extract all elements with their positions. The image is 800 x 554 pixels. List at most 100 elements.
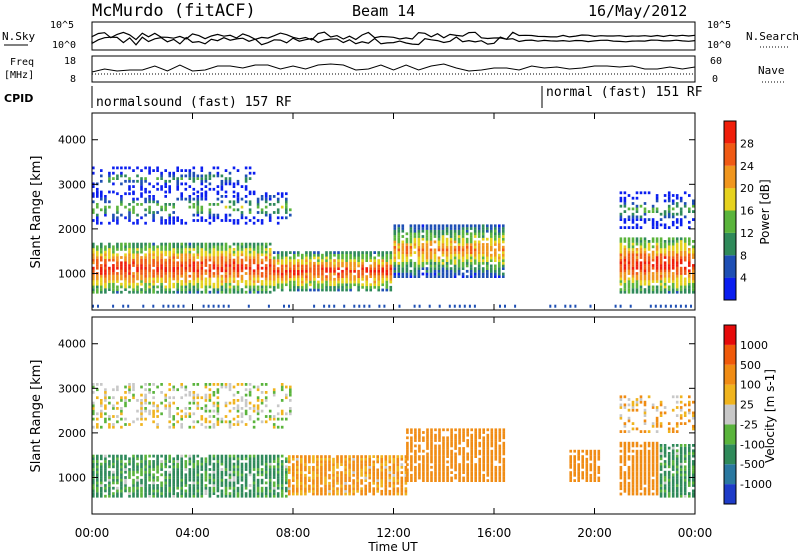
- power-cell: [635, 204, 639, 208]
- power-cell: [309, 277, 312, 281]
- velocity-cell: [320, 460, 323, 464]
- power-cell: [256, 256, 260, 259]
- power-cell: [220, 256, 224, 259]
- power-cell: [112, 182, 115, 186]
- power-cell: [176, 285, 179, 289]
- power-cell: [663, 226, 667, 229]
- velocity-cell: [292, 471, 295, 474]
- power-cell: [305, 261, 308, 265]
- power-cell: [671, 199, 675, 203]
- velocity-cell: [430, 455, 433, 458]
- velocity-cell: [380, 492, 383, 496]
- velocity-cell: [92, 409, 95, 413]
- velocity-cell: [384, 487, 388, 491]
- velocity-cell: [356, 471, 359, 474]
- power-cell: [244, 195, 248, 198]
- velocity-cell: [196, 470, 200, 474]
- power-cell: [192, 203, 196, 206]
- power-cell: [160, 264, 163, 267]
- power-cell: [112, 171, 115, 175]
- velocity-cell: [406, 463, 409, 466]
- velocity-cell: [248, 457, 252, 461]
- power-cell: [481, 248, 485, 252]
- power-cell: [429, 256, 433, 260]
- power-cell: [325, 269, 328, 273]
- power-cell: [280, 264, 284, 268]
- power-cell: [683, 250, 687, 254]
- power-cell: [623, 290, 627, 294]
- power-cell: [164, 203, 167, 206]
- velocity-cell: [152, 401, 155, 405]
- power-cell: [627, 288, 631, 291]
- velocity-cell: [204, 407, 208, 410]
- power-cell: [293, 285, 296, 289]
- power-cell: [631, 256, 635, 259]
- power-cell: [148, 253, 151, 257]
- velocity-cell: [384, 457, 388, 461]
- power-cell: [401, 248, 405, 252]
- power-cell: [240, 205, 244, 209]
- power-cell: [124, 277, 127, 281]
- power-cell: [100, 269, 103, 273]
- power-cell: [631, 280, 635, 283]
- velocity-cell: [124, 484, 127, 487]
- velocity-cell: [372, 481, 375, 485]
- power-cell: [457, 245, 461, 249]
- velocity-cell: [426, 463, 429, 466]
- velocity-cell: [396, 476, 400, 480]
- power-cell: [252, 245, 256, 249]
- velocity-cell: [176, 481, 179, 485]
- velocity-cell: [244, 484, 248, 487]
- power-cell: [104, 245, 107, 249]
- velocity-cell: [692, 465, 695, 469]
- velocity-cell: [328, 468, 331, 472]
- velocity-cell: [585, 463, 589, 466]
- power-cell: [675, 277, 679, 281]
- velocity-cell: [120, 417, 123, 421]
- velocity-cell: [240, 494, 244, 498]
- velocity-cell: [692, 470, 695, 474]
- velocity-cell: [232, 457, 236, 461]
- velocity-cell: [192, 393, 196, 397]
- power-cell: [92, 274, 95, 278]
- velocity-cell: [172, 457, 175, 461]
- power-cell: [248, 272, 252, 275]
- power-cell: [425, 237, 429, 241]
- power-cell: [164, 242, 167, 246]
- velocity-cell: [683, 478, 687, 482]
- power-cell: [477, 272, 481, 276]
- velocity-cell: [224, 465, 228, 469]
- power-cell: [373, 267, 376, 270]
- power-cell: [132, 200, 135, 204]
- power-cell: [333, 264, 336, 268]
- velocity-cell: [152, 465, 155, 469]
- power-cell: [321, 264, 324, 268]
- velocity-cell: [208, 473, 212, 477]
- velocity-cell: [96, 425, 99, 429]
- power-cell: [188, 245, 192, 249]
- power-cell: [172, 253, 175, 257]
- velocity-cell: [404, 473, 408, 477]
- power-cell: [260, 274, 264, 278]
- velocity-cell: [264, 462, 268, 466]
- power-cell: [160, 250, 163, 254]
- velocity-cell: [176, 462, 179, 466]
- velocity-cell: [434, 476, 437, 480]
- velocity-cell: [240, 454, 244, 458]
- power-cell: [297, 285, 300, 289]
- velocity-cell: [280, 492, 284, 495]
- power-cell: [659, 218, 663, 221]
- velocity-cell: [168, 457, 171, 461]
- power-cell: [321, 259, 324, 262]
- power-cell: [671, 261, 675, 265]
- power-cell: [196, 266, 200, 270]
- velocity-cell: [200, 417, 204, 421]
- velocity-cell: [589, 463, 593, 466]
- power-cell: [461, 224, 465, 228]
- power-cell: [363, 304, 366, 308]
- power-cell: [441, 232, 445, 236]
- velocity-cell: [502, 479, 506, 482]
- velocity-cell: [260, 486, 264, 490]
- power-cell: [647, 280, 651, 283]
- velocity-cell: [124, 462, 127, 466]
